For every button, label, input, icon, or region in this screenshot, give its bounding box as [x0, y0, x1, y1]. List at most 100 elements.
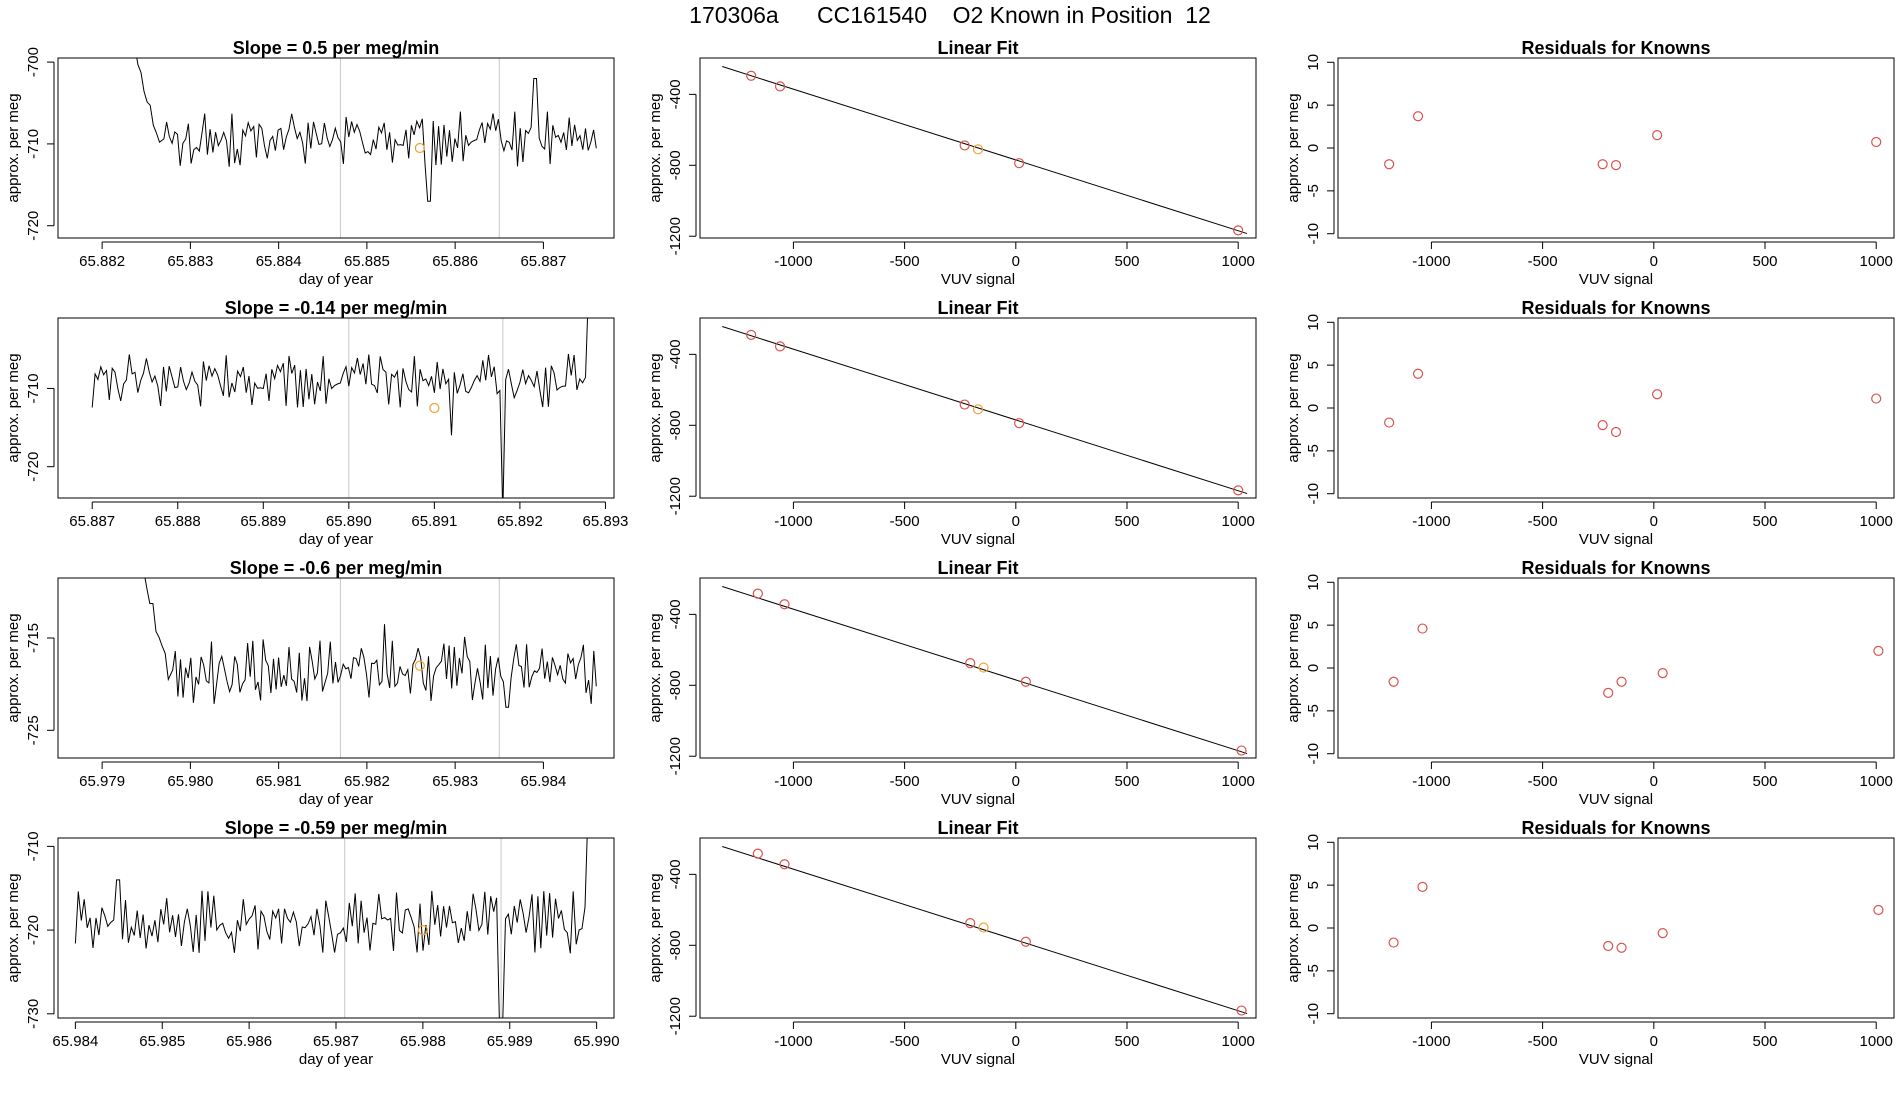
known-point	[1388, 937, 1399, 948]
x-axis-label: day of year	[299, 1051, 373, 1068]
y-tick-label: -715	[25, 623, 42, 653]
plot-area	[722, 846, 1248, 1016]
x-tick-label: 65.980	[167, 773, 213, 790]
x-tick-label: 65.989	[487, 1033, 533, 1050]
x-tick-label: 0	[1012, 1033, 1020, 1050]
known-point	[1233, 225, 1244, 236]
plot-area	[1384, 111, 1882, 171]
x-axis-label: day of year	[299, 271, 373, 288]
data-trace	[144, 578, 597, 708]
y-tick-label: -800	[667, 930, 684, 960]
chart-title: Residuals for Knowns	[1521, 818, 1710, 838]
y-tick-label: -400	[667, 79, 684, 109]
x-tick-label: 65.984	[52, 1033, 98, 1050]
plot-frame	[57, 837, 615, 1019]
known-point	[1616, 942, 1627, 953]
chart-panel-1-linear_fit: Linear Fit -1000 -500 0 500 1000 VUV signal -40…	[647, 38, 1257, 288]
x-tick-label: 65.887	[520, 253, 566, 270]
plot-frame	[1337, 317, 1895, 499]
x-tick-label: 65.889	[240, 513, 286, 530]
known-point	[752, 848, 763, 859]
plot-area	[144, 578, 597, 758]
x-tick-label: 1000	[1222, 1033, 1255, 1050]
plot-frame	[57, 577, 615, 759]
known-point	[746, 70, 757, 81]
y-tick-label: -700	[25, 47, 42, 77]
chart-title: Linear Fit	[937, 38, 1018, 58]
chart-title: Slope = -0.6 per meg/min	[230, 558, 443, 578]
chart-panel-4-residuals: Residuals for Knowns -1000 -500 0 500 1000 VUV…	[1285, 818, 1895, 1068]
known-point	[779, 599, 790, 610]
chart-title: Linear Fit	[937, 558, 1018, 578]
x-tick-label: 65.882	[79, 253, 125, 270]
x-tick-label: 0	[1650, 253, 1658, 270]
x-tick-label: 65.893	[583, 513, 629, 530]
x-tick-label: 500	[1752, 253, 1777, 270]
known-point	[1610, 426, 1622, 438]
x-tick-label: -1000	[774, 253, 812, 270]
plot-area	[74, 838, 588, 1018]
x-axis-label: VUV signal	[941, 531, 1015, 548]
x-tick-label: -500	[1528, 513, 1558, 530]
y-tick-label: -400	[667, 599, 684, 629]
highlight-point	[972, 144, 984, 155]
x-tick-label: 1000	[1860, 1033, 1893, 1050]
chart-panel-1-residuals: Residuals for Knowns -1000 -500 0 500 1000 VUV…	[1285, 38, 1895, 288]
y-tick-label: 10	[1305, 574, 1322, 591]
y-tick-label: -1200	[667, 477, 684, 515]
y-tick-label: -10	[1305, 223, 1322, 245]
x-tick-label: 65.888	[155, 513, 201, 530]
plot-frame	[699, 577, 1257, 759]
plot-area	[722, 66, 1248, 236]
x-tick-label: 65.884	[256, 253, 302, 270]
y-tick-label: 5	[1305, 101, 1322, 109]
y-tick-label: -5	[1305, 704, 1322, 717]
known-point	[1871, 393, 1882, 404]
x-axis-label: VUV signal	[941, 271, 1015, 288]
figure-title: 170306a CC161540 O2 Known in Position 12	[689, 2, 1211, 28]
y-tick-label: -720	[25, 452, 42, 482]
known-point	[1412, 111, 1424, 122]
chart-title: Residuals for Knowns	[1521, 38, 1710, 58]
plot-area	[136, 58, 597, 238]
fit-line	[722, 586, 1248, 755]
y-tick-label: -10	[1305, 483, 1322, 505]
y-tick-label: -725	[25, 715, 42, 745]
y-tick-label: -720	[25, 915, 42, 945]
known-point	[1020, 676, 1031, 687]
x-tick-label: 0	[1650, 513, 1658, 530]
plot-area	[722, 326, 1248, 496]
data-trace	[91, 318, 589, 498]
x-axis-label: VUV signal	[1579, 271, 1653, 288]
plot-frame	[699, 57, 1257, 239]
plot-frame	[1337, 577, 1895, 759]
data-trace	[74, 838, 588, 1018]
chart-panel-3-linear_fit: Linear Fit -1000 -500 0 500 1000 VUV signal -40…	[647, 558, 1257, 808]
chart-panel-3-residuals: Residuals for Knowns -1000 -500 0 500 1000 VUV…	[1285, 558, 1895, 808]
known-point	[1610, 160, 1622, 171]
fit-line	[722, 326, 1248, 495]
x-tick-label: 1000	[1222, 253, 1255, 270]
y-axis-label: approx. per meg	[647, 93, 664, 202]
chart-title: Slope = -0.14 per meg/min	[225, 298, 448, 318]
chart-title: Slope = 0.5 per meg/min	[233, 38, 440, 58]
known-point	[1871, 136, 1882, 148]
known-point	[752, 588, 763, 599]
plot-frame	[57, 317, 615, 499]
x-tick-label: -500	[1528, 253, 1558, 270]
chart-panel-4-linear_fit: Linear Fit -1000 -500 0 500 1000 VUV signal -40…	[647, 818, 1257, 1068]
known-point	[1657, 668, 1668, 679]
x-tick-label: 65.986	[226, 1033, 272, 1050]
known-point	[1014, 158, 1025, 169]
highlight-point	[978, 662, 989, 673]
known-point	[774, 341, 786, 352]
x-tick-label: 0	[1012, 253, 1020, 270]
x-tick-label: 1000	[1860, 253, 1893, 270]
x-tick-label: 1000	[1222, 773, 1255, 790]
known-point	[1020, 936, 1031, 947]
x-tick-label: 65.885	[344, 253, 390, 270]
known-point	[1236, 1005, 1247, 1016]
y-tick-label: -400	[667, 339, 684, 369]
x-tick-label: 65.981	[256, 773, 302, 790]
